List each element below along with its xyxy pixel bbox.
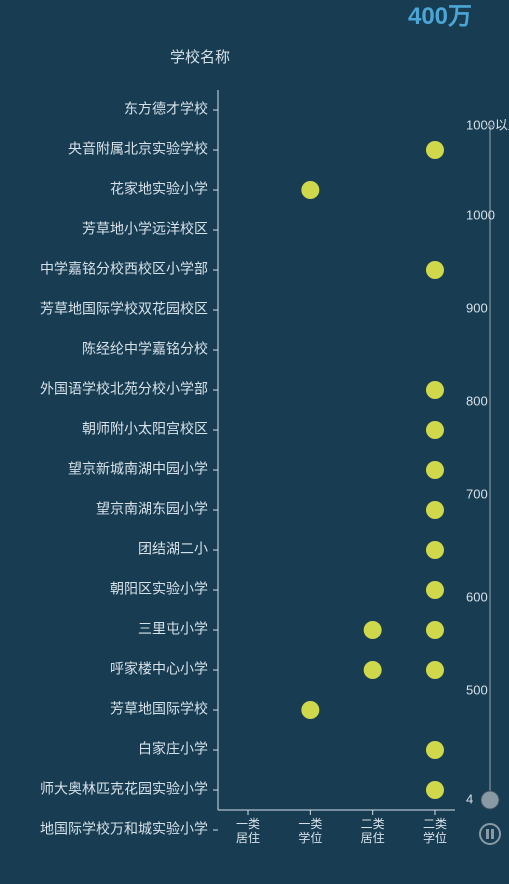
y-category-label: 朝阳区实验小学 xyxy=(110,581,208,597)
slider-tick-label: 800 xyxy=(466,393,488,408)
y-category-label: 中学嘉铭分校西校区小学部 xyxy=(40,261,208,277)
scatter-chart: 400万学校名称东方德才学校央音附属北京实验学校花家地实验小学芳草地小学远洋校区… xyxy=(0,0,509,884)
y-category-label: 三里屯小学 xyxy=(138,621,208,637)
slider-tick-label: 900 xyxy=(466,300,488,315)
x-category-label: 学位 xyxy=(298,830,322,845)
data-point xyxy=(426,141,444,159)
data-point xyxy=(426,581,444,599)
data-point xyxy=(364,661,382,679)
slider-tick-label: 700 xyxy=(466,486,488,501)
slider-tick-label: 500 xyxy=(466,682,488,697)
slider-tick-label: 4 xyxy=(466,791,473,806)
x-category-label: 学位 xyxy=(423,830,447,845)
data-point xyxy=(426,541,444,559)
y-category-label: 白家庄小学 xyxy=(138,741,208,757)
data-point xyxy=(426,501,444,519)
chart-title: 400万 xyxy=(408,3,472,30)
y-category-label: 花家地实验小学 xyxy=(110,181,208,197)
slider-tick-label: 1000以上 xyxy=(466,117,509,132)
x-category-label: 居住 xyxy=(236,831,260,845)
x-category-label: 居住 xyxy=(361,831,385,845)
slider-knob[interactable] xyxy=(481,791,499,809)
data-point xyxy=(301,181,319,199)
data-point xyxy=(426,661,444,679)
y-category-label: 东方德才学校 xyxy=(124,101,208,117)
x-category-label: 二类 xyxy=(361,817,385,831)
x-category-label: 二类 xyxy=(423,817,447,831)
y-category-label: 芳草地小学远洋校区 xyxy=(82,221,208,237)
y-category-label: 芳草地国际学校 xyxy=(110,701,208,717)
y-category-label: 望京南湖东园小学 xyxy=(96,501,208,517)
pause-icon xyxy=(491,829,494,839)
slider-tick-label: 1000 xyxy=(466,207,495,222)
y-category-label: 师大奥林匹克花园实验小学 xyxy=(40,781,208,797)
y-axis-title: 学校名称 xyxy=(170,49,230,66)
data-point xyxy=(426,421,444,439)
data-point xyxy=(364,621,382,639)
slider-tick-label: 600 xyxy=(466,589,488,604)
data-point xyxy=(301,701,319,719)
y-category-label: 朝师附小太阳宫校区 xyxy=(82,421,208,437)
data-point xyxy=(426,781,444,799)
data-point xyxy=(426,261,444,279)
y-category-label: 团结湖二小 xyxy=(138,541,208,557)
data-point xyxy=(426,461,444,479)
data-point xyxy=(426,621,444,639)
y-category-label: 央音附属北京实验学校 xyxy=(68,141,208,157)
y-category-label: 芳草地国际学校双花园校区 xyxy=(40,301,208,317)
x-category-label: 一类 xyxy=(298,817,322,831)
y-category-label: 陈经纶中学嘉铭分校 xyxy=(82,341,208,357)
data-point xyxy=(426,381,444,399)
pause-icon xyxy=(486,829,489,839)
y-category-label: 望京新城南湖中园小学 xyxy=(68,461,208,477)
y-category-label: 地国际学校万和城实验小学 xyxy=(40,821,208,837)
x-category-label: 一类 xyxy=(236,817,260,831)
y-category-label: 外国语学校北苑分校小学部 xyxy=(40,381,208,397)
y-category-label: 呼家楼中心小学 xyxy=(110,661,208,677)
data-point xyxy=(426,741,444,759)
